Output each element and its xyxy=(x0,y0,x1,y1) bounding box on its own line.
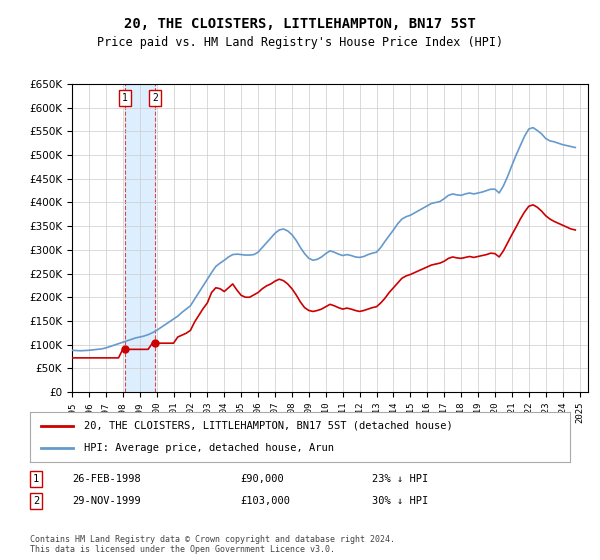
Text: HPI: Average price, detached house, Arun: HPI: Average price, detached house, Arun xyxy=(84,443,334,453)
Text: 20, THE CLOISTERS, LITTLEHAMPTON, BN17 5ST (detached house): 20, THE CLOISTERS, LITTLEHAMPTON, BN17 5… xyxy=(84,421,453,431)
Text: £90,000: £90,000 xyxy=(240,474,284,484)
Text: 30% ↓ HPI: 30% ↓ HPI xyxy=(372,496,428,506)
Text: 20, THE CLOISTERS, LITTLEHAMPTON, BN17 5ST: 20, THE CLOISTERS, LITTLEHAMPTON, BN17 5… xyxy=(124,17,476,31)
Bar xyxy=(125,84,155,392)
Text: Contains HM Land Registry data © Crown copyright and database right 2024.
This d: Contains HM Land Registry data © Crown c… xyxy=(30,535,395,554)
Text: 29-NOV-1999: 29-NOV-1999 xyxy=(72,496,141,506)
Text: Price paid vs. HM Land Registry's House Price Index (HPI): Price paid vs. HM Land Registry's House … xyxy=(97,36,503,49)
Text: 26-FEB-1998: 26-FEB-1998 xyxy=(72,474,141,484)
Text: 23% ↓ HPI: 23% ↓ HPI xyxy=(372,474,428,484)
Text: 2: 2 xyxy=(152,93,158,103)
Text: 1: 1 xyxy=(33,474,39,484)
Text: 2: 2 xyxy=(33,496,39,506)
Text: £103,000: £103,000 xyxy=(240,496,290,506)
Text: 1: 1 xyxy=(122,93,128,103)
